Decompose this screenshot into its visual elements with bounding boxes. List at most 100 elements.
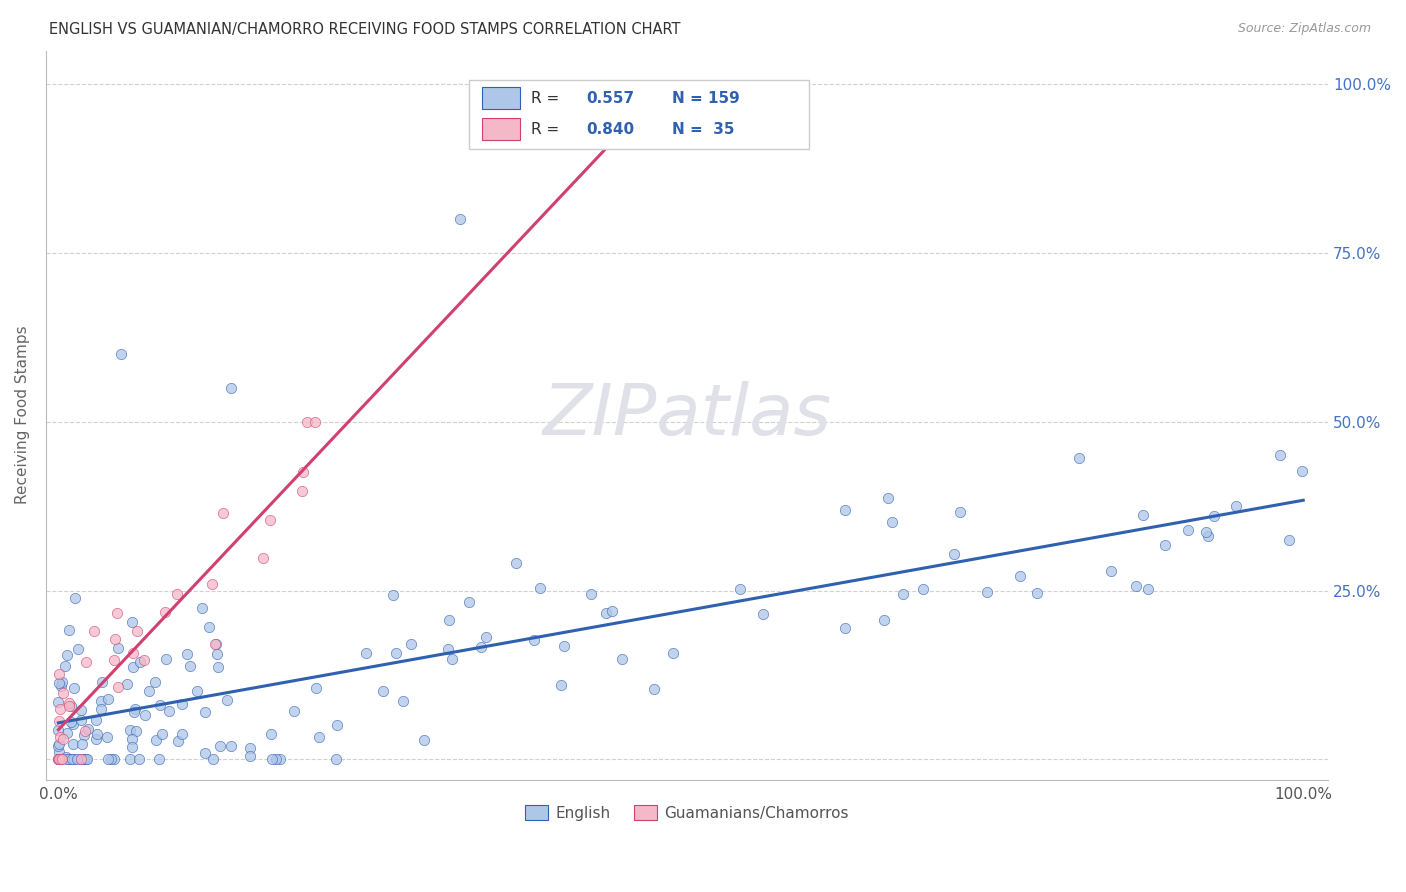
Text: ZIPatlas: ZIPatlas — [543, 381, 831, 450]
Point — [1270, 448, 1292, 462]
Text: N = 159: N = 159 — [672, 91, 740, 105]
Point — [579, 587, 602, 601]
Point — [148, 752, 170, 766]
Point — [260, 727, 283, 741]
Legend: English, Guamanians/Chamorros: English, Guamanians/Chamorros — [519, 798, 855, 827]
Point — [115, 677, 138, 691]
Point — [70, 713, 93, 727]
Point — [107, 680, 129, 694]
Point — [48, 695, 70, 709]
Point — [52, 732, 75, 747]
Point — [48, 752, 70, 766]
Point — [91, 675, 114, 690]
Point — [891, 587, 914, 601]
Point — [121, 739, 143, 754]
Point — [73, 728, 96, 742]
Point — [134, 708, 156, 723]
Point — [291, 484, 314, 499]
Point — [55, 749, 77, 764]
Point — [600, 604, 623, 618]
Point — [155, 605, 177, 619]
Point — [1195, 524, 1218, 539]
Point — [73, 752, 96, 766]
Point — [529, 581, 551, 595]
Point — [239, 748, 262, 763]
Point — [58, 698, 80, 713]
Point — [83, 624, 105, 639]
Point — [138, 684, 160, 698]
Point — [190, 601, 212, 615]
Point — [880, 516, 903, 530]
Y-axis label: Receiving Food Stamps: Receiving Food Stamps — [15, 326, 30, 505]
Point — [104, 632, 127, 646]
Point — [209, 739, 232, 754]
Point — [55, 752, 77, 766]
Point — [86, 727, 108, 741]
Point — [943, 547, 966, 561]
Point — [48, 714, 70, 729]
Point — [373, 683, 395, 698]
Point — [170, 727, 193, 741]
Point — [834, 621, 856, 635]
Point — [76, 752, 98, 766]
Point — [120, 752, 142, 766]
Point — [125, 724, 148, 739]
Text: R =: R = — [530, 91, 564, 105]
Point — [72, 737, 94, 751]
FancyBboxPatch shape — [482, 119, 520, 140]
Point — [63, 681, 86, 696]
Point — [51, 675, 73, 690]
Point — [66, 752, 89, 766]
Point — [56, 726, 79, 740]
Point — [56, 648, 79, 663]
Point — [385, 646, 408, 660]
Point — [90, 702, 112, 716]
Point — [58, 623, 80, 637]
Point — [212, 506, 235, 520]
Point — [103, 653, 125, 667]
Point — [392, 694, 415, 708]
Point — [60, 752, 83, 766]
Point — [48, 752, 70, 766]
Point — [70, 703, 93, 717]
Point — [1099, 564, 1122, 578]
Point — [201, 577, 224, 591]
Point — [1008, 569, 1031, 583]
Point — [145, 732, 167, 747]
Point — [75, 723, 97, 738]
Point — [1177, 523, 1199, 537]
Point — [643, 681, 665, 696]
Point — [121, 731, 143, 746]
Point — [728, 582, 751, 597]
Point — [97, 752, 120, 766]
Point — [205, 647, 228, 661]
Point — [124, 702, 146, 716]
Point — [69, 752, 91, 766]
Point — [62, 737, 84, 751]
Point — [48, 666, 70, 681]
Point — [1153, 538, 1175, 552]
Point — [166, 587, 188, 601]
Text: Source: ZipAtlas.com: Source: ZipAtlas.com — [1237, 22, 1371, 36]
Point — [48, 675, 70, 690]
Text: 0.840: 0.840 — [586, 122, 634, 136]
Point — [96, 730, 118, 744]
Point — [62, 752, 84, 766]
Point — [105, 607, 128, 621]
Point — [148, 698, 170, 713]
Point — [215, 692, 238, 706]
Point — [354, 646, 377, 660]
Point — [122, 660, 145, 674]
Point — [51, 752, 73, 766]
Point — [260, 752, 283, 766]
Point — [269, 752, 291, 766]
Text: N =  35: N = 35 — [672, 122, 734, 136]
Point — [150, 727, 173, 741]
Point — [305, 681, 328, 696]
Point — [58, 696, 80, 710]
Point — [103, 752, 125, 766]
Point — [132, 653, 155, 667]
Point — [60, 752, 83, 766]
Point — [550, 677, 572, 691]
Point — [1291, 465, 1313, 479]
